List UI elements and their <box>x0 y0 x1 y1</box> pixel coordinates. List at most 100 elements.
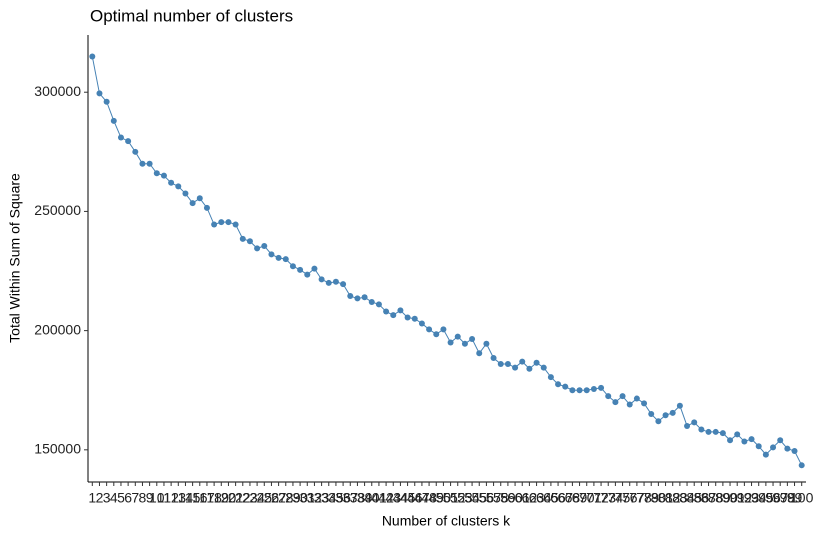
point <box>684 422 691 429</box>
x-tick-label: 74 <box>608 490 624 506</box>
point <box>103 98 110 105</box>
point <box>791 448 798 455</box>
point <box>175 183 182 190</box>
point <box>583 387 590 394</box>
x-tick-label: 63 <box>529 490 545 506</box>
x-tick-label: 17 <box>199 490 215 506</box>
point <box>96 90 103 97</box>
point <box>483 340 490 347</box>
x-tick-label: 23 <box>242 490 258 506</box>
x-tick-label: 11 <box>157 490 172 506</box>
x-tick-label: 27 <box>271 490 287 506</box>
x-tick-label: 75 <box>615 490 631 506</box>
point <box>590 386 597 393</box>
point <box>275 254 282 261</box>
x-tick-label: 31 <box>299 490 315 506</box>
x-tick-label: 61 <box>514 490 530 506</box>
point <box>139 160 146 167</box>
x-tick-label: 29 <box>285 490 301 506</box>
point <box>211 221 218 228</box>
x-tick-label: 90 <box>722 490 738 506</box>
point <box>619 393 626 400</box>
point <box>318 276 325 283</box>
point <box>203 204 210 211</box>
x-tick-label: 83 <box>672 490 688 506</box>
point <box>648 411 655 418</box>
point <box>497 360 504 367</box>
x-tick-label: 37 <box>342 490 358 506</box>
point <box>282 256 289 263</box>
point <box>440 326 447 333</box>
x-tick-label: 35 <box>328 490 344 506</box>
point <box>218 219 225 226</box>
x-tick-label: 55 <box>471 490 487 506</box>
x-tick-label: 82 <box>665 490 681 506</box>
x-tick-label: 47 <box>414 490 430 506</box>
point <box>662 412 669 419</box>
point <box>254 245 261 252</box>
point <box>189 200 196 207</box>
x-tick-label: 77 <box>629 490 645 506</box>
x-tick-label: 79 <box>643 490 659 506</box>
point <box>569 387 576 394</box>
x-tick-label: 67 <box>557 490 573 506</box>
series-line <box>91 56 803 466</box>
x-tick-label: 39 <box>357 490 373 506</box>
point <box>232 221 239 228</box>
x-tick-label: 53 <box>457 490 473 506</box>
x-tick-label: 84 <box>679 490 695 506</box>
point <box>626 401 633 408</box>
point <box>727 437 734 444</box>
x-tick-label: 68 <box>565 490 581 506</box>
x-tick-label: 58 <box>493 490 509 506</box>
x-tick-label: 97 <box>772 490 788 506</box>
point <box>168 179 175 186</box>
x-tick-label: 59 <box>500 490 516 506</box>
x-tick-label: 28 <box>278 490 294 506</box>
point <box>798 462 805 469</box>
point <box>340 281 347 288</box>
x-tick-label: 49 <box>428 490 444 506</box>
point <box>347 293 354 300</box>
point <box>533 359 540 366</box>
point <box>117 134 124 141</box>
x-tick-label: 94 <box>751 490 767 506</box>
x-tick-label: 41 <box>371 490 387 506</box>
x-tick-label: 73 <box>600 490 616 506</box>
x-tick-label: 92 <box>737 490 753 506</box>
y-axis-label: Total Within Sum of Square <box>7 173 23 343</box>
point <box>261 242 268 249</box>
x-axis-label: Number of clusters k <box>382 513 511 529</box>
x-tick-label: 16 <box>192 490 208 506</box>
point <box>461 340 468 347</box>
x-tick-label: 10 <box>149 490 165 506</box>
x-tick-label: 43 <box>385 490 401 506</box>
point <box>633 395 640 402</box>
x-tick-label: 86 <box>694 490 710 506</box>
x-tick-label: 19 <box>213 490 229 506</box>
x-tick-label: 14 <box>178 490 194 506</box>
point <box>311 265 318 272</box>
x-tick-label: 70 <box>579 490 595 506</box>
x-tick-label: 96 <box>765 490 781 506</box>
point <box>361 294 368 301</box>
x-tick-label: 46 <box>407 490 423 506</box>
x-tick-label: 34 <box>321 490 337 506</box>
x-tick-label: 54 <box>464 490 480 506</box>
point <box>504 360 511 367</box>
x-tick-label: 60 <box>507 490 523 506</box>
point <box>332 278 339 285</box>
x-tick-label: 13 <box>170 490 186 506</box>
point <box>132 148 139 155</box>
point <box>433 331 440 338</box>
x-tick-label: 69 <box>572 490 588 506</box>
point <box>676 402 683 409</box>
point <box>490 355 497 362</box>
point <box>598 384 605 391</box>
x-tick-label: 72 <box>593 490 609 506</box>
point <box>146 160 153 167</box>
x-tick-label: 76 <box>622 490 638 506</box>
point <box>777 437 784 444</box>
point <box>741 438 748 445</box>
